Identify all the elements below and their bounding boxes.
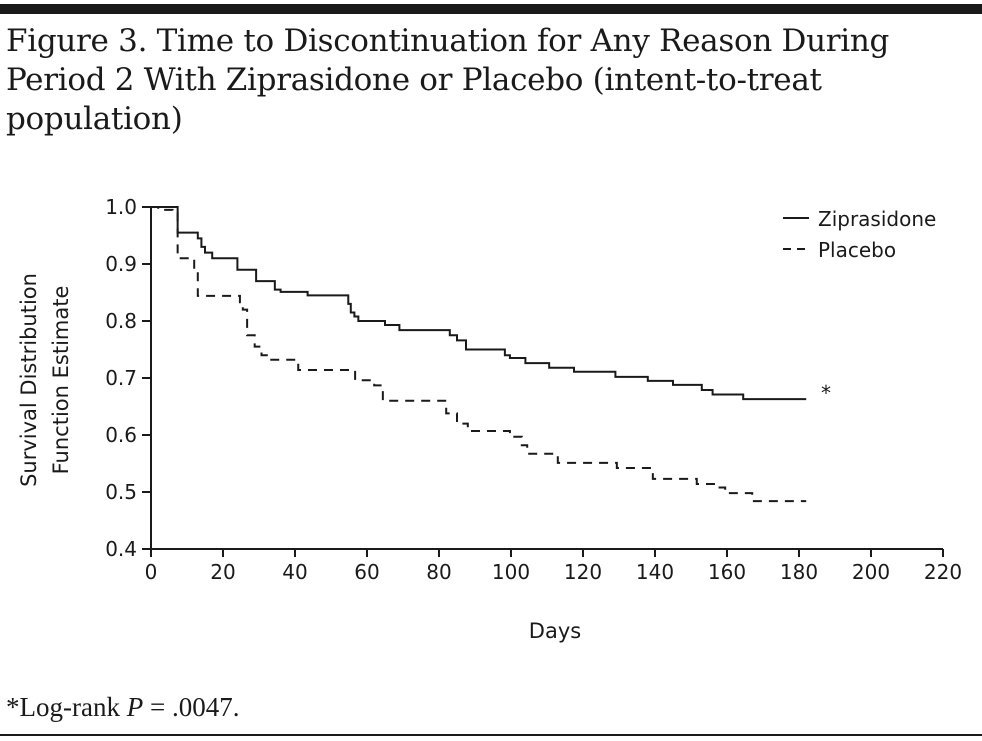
y-axis-label-line-1: Survival Distribution bbox=[17, 273, 41, 487]
x-tick-label: 100 bbox=[492, 560, 530, 584]
significance-asterisk: * bbox=[821, 381, 831, 405]
bottom-rule bbox=[0, 734, 982, 736]
y-axis-label: Survival Distribution Function Estimate bbox=[17, 273, 73, 487]
series-lines bbox=[151, 206, 807, 503]
series-line-ziprasidone bbox=[151, 206, 807, 401]
x-tick-label: 20 bbox=[210, 560, 235, 584]
x-tick-label: 40 bbox=[282, 560, 307, 584]
x-tick-label: 120 bbox=[564, 560, 602, 584]
footnote: *Log-rank P = .0047. bbox=[6, 692, 239, 723]
y-tick-label: 0.7 bbox=[105, 366, 137, 390]
x-tick-label: 200 bbox=[852, 560, 890, 584]
y-axis-label-line-2: Function Estimate bbox=[49, 286, 73, 475]
y-tick-label: 0.4 bbox=[105, 537, 137, 561]
top-rule bbox=[0, 4, 982, 14]
series-line-placebo bbox=[151, 206, 807, 503]
x-tick-label: 60 bbox=[354, 560, 379, 584]
x-axis-label: Days bbox=[529, 619, 581, 643]
x-tick-label: 80 bbox=[426, 560, 451, 584]
legend-label-placebo: Placebo bbox=[818, 238, 896, 262]
x-tick-label: 0 bbox=[145, 560, 158, 584]
figure-title: Figure 3. Time to Discontinuation for An… bbox=[6, 23, 890, 137]
y-tick-label: 0.5 bbox=[105, 480, 137, 504]
x-tick-label: 140 bbox=[636, 560, 674, 584]
x-tick-label: 220 bbox=[924, 560, 962, 584]
y-tick-label: 0.8 bbox=[105, 309, 137, 333]
footnote-suffix: = .0047. bbox=[143, 692, 240, 722]
y-tick-label: 0.9 bbox=[105, 252, 137, 276]
x-tick-label: 180 bbox=[780, 560, 818, 584]
footnote-prefix: *Log-rank bbox=[6, 692, 127, 722]
legend: Ziprasidone Placebo bbox=[783, 207, 936, 262]
footnote-p: P bbox=[126, 692, 144, 722]
y-tick-label: 1.0 bbox=[105, 195, 137, 219]
x-tick-label: 160 bbox=[708, 560, 746, 584]
axes: 0 20 40 60 80 100 120 140 160 180 200 220 0.4 0.5 0.6 0… bbox=[105, 195, 962, 584]
y-tick-label: 0.6 bbox=[105, 423, 137, 447]
legend-label-ziprasidone: Ziprasidone bbox=[818, 207, 936, 231]
